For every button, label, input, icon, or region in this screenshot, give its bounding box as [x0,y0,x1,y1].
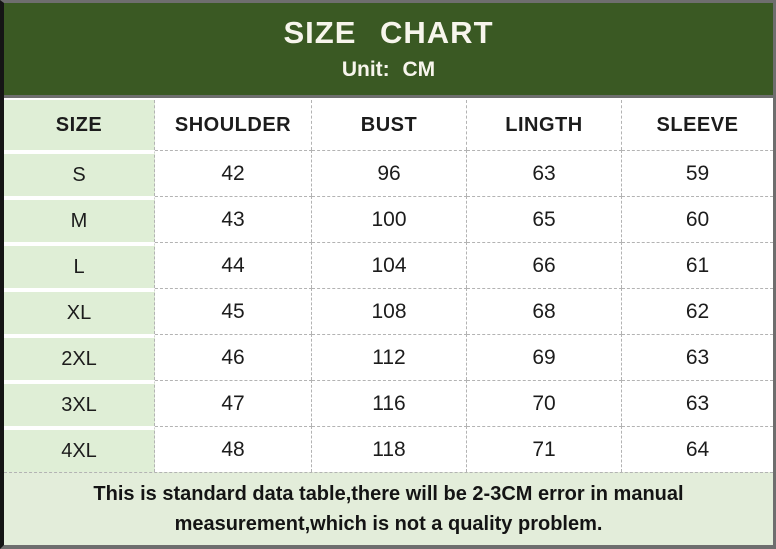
bust-cell: 108 [312,288,467,334]
shoulder-cell: 48 [155,426,312,472]
chart-unit: Unit: CM [341,57,436,81]
bust-cell: 118 [312,426,467,472]
footer-note-line-2: measurement,which is not a quality probl… [174,513,603,535]
column-header-size: SIZE [4,100,155,150]
size-cell: L [4,242,155,288]
sleeve-cell: 63 [622,380,773,426]
size-cell: 3XL [4,380,155,426]
sleeve-cell: 62 [622,288,773,334]
footer-note: This is standard data table,there will b… [4,472,773,545]
table-header-row: SIZE SHOULDER BUST LINGTH SLEEVE [4,100,773,150]
size-cell: XL [4,288,155,334]
shoulder-cell: 45 [155,288,312,334]
column-header-length: LINGTH [467,100,622,150]
size-table: SIZE SHOULDER BUST LINGTH SLEEVE S 42 96… [4,98,773,472]
table-row-l: L 44 104 66 61 [4,242,773,288]
column-header-sleeve: SLEEVE [656,113,739,136]
size-cell: M [4,196,155,242]
table-row-2xl: 2XL 46 112 69 63 [4,334,773,380]
table-row-3xl: 3XL 47 116 70 63 [4,380,773,426]
sleeve-cell: 59 [622,150,773,196]
table-row-xl: XL 45 108 68 62 [4,288,773,334]
length-cell: 71 [467,426,622,472]
length-cell: 69 [467,334,622,380]
column-header-shoulder: SHOULDER [155,100,312,150]
shoulder-cell: 42 [155,150,312,196]
sleeve-cell: 61 [622,242,773,288]
chart-header: SIZE CHART Unit: CM [4,3,773,98]
sleeve-cell: 60 [622,196,773,242]
length-cell: 65 [467,196,622,242]
sleeve-cell: 64 [622,426,773,472]
footer-note-line-1: This is standard data table,there will b… [93,483,684,505]
chart-title: SIZE CHART [283,15,494,51]
shoulder-cell: 44 [155,242,312,288]
shoulder-cell: 47 [155,380,312,426]
shoulder-cell: 43 [155,196,312,242]
size-cell: 4XL [4,426,155,472]
table-row-s: S 42 96 63 59 [4,150,773,196]
sleeve-cell: 63 [622,334,773,380]
table-row-m: M 43 100 65 60 [4,196,773,242]
length-cell: 63 [467,150,622,196]
length-cell: 66 [467,242,622,288]
column-header-bust: BUST [312,100,467,150]
bust-cell: 100 [312,196,467,242]
size-cell: 2XL [4,334,155,380]
length-cell: 68 [467,288,622,334]
length-cell: 70 [467,380,622,426]
bust-cell: 104 [312,242,467,288]
table-row-4xl: 4XL 48 118 71 64 [4,426,773,472]
bust-cell: 116 [312,380,467,426]
shoulder-cell: 46 [155,334,312,380]
bust-cell: 96 [312,150,467,196]
bust-cell: 112 [312,334,467,380]
size-cell: S [4,150,155,196]
